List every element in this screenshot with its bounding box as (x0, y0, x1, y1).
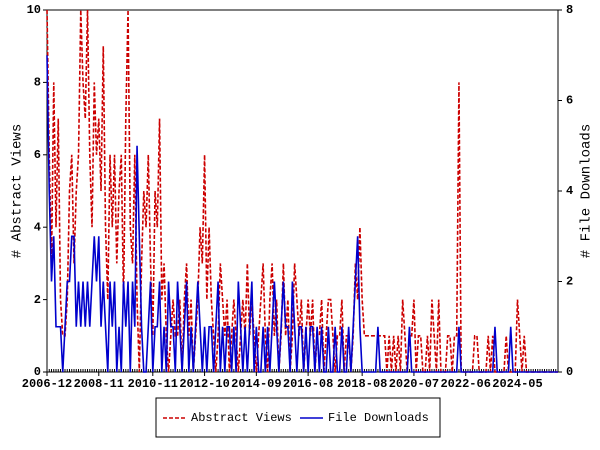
y-tick-label: 0 (34, 365, 41, 379)
y-tick-label: 2 (34, 293, 41, 307)
y2-tick-label: 0 (566, 365, 573, 379)
legend-label: Abstract Views (191, 411, 292, 425)
x-tick-label: 2006-12 (22, 377, 72, 391)
y2-axis-title: # File Downloads (579, 124, 595, 258)
x-tick-label: 2012-10 (179, 377, 229, 391)
x-tick-label: 2010-11 (128, 377, 178, 391)
y-tick-label: 4 (34, 220, 41, 234)
x-tick-label: 2022-06 (440, 377, 490, 391)
y-axis-title: # Abstract Views (10, 124, 26, 258)
x-tick-label: 2020-07 (389, 377, 439, 391)
legend-label: File Downloads (328, 411, 429, 425)
x-tick-label: 2018-08 (337, 377, 387, 391)
y-tick-label: 8 (34, 76, 41, 90)
y2-tick-label: 4 (566, 184, 573, 198)
y-tick-label: 6 (34, 148, 41, 162)
x-tick-label: 2016-08 (283, 377, 333, 391)
y-tick-label: 10 (27, 3, 41, 17)
y2-tick-label: 2 (566, 275, 573, 289)
legend-box (155, 397, 441, 438)
series-line (46, 55, 558, 373)
y2-tick-label: 6 (566, 94, 573, 108)
y2-tick-label: 8 (566, 3, 573, 17)
x-tick-label: 2014-09 (231, 377, 281, 391)
x-tick-label: 2008-11 (74, 377, 124, 391)
x-tick-label: 2024-05 (492, 377, 542, 391)
